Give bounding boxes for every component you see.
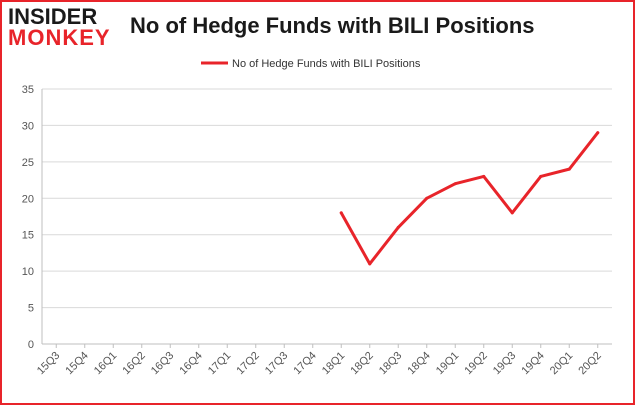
- insider-monkey-logo: INSIDER MONKEY: [8, 6, 120, 54]
- series-group: [339, 131, 600, 266]
- x-tick-label: 19Q4: [519, 350, 547, 378]
- y-tick-label: 35: [22, 84, 34, 96]
- chart-title: No of Hedge Funds with BILI Positions: [130, 13, 535, 38]
- x-tick-label: 17Q2: [234, 350, 262, 378]
- y-tick-label: 20: [22, 193, 34, 205]
- x-tick-label: 15Q3: [35, 350, 63, 378]
- y-tick-label: 5: [28, 303, 34, 315]
- data-point: [539, 174, 543, 178]
- x-tick-label: 17Q1: [206, 350, 234, 378]
- x-tick-label: 15Q4: [63, 350, 91, 378]
- y-tick-label: 15: [22, 230, 34, 242]
- x-tick-label: 19Q3: [491, 350, 519, 378]
- x-tick-label: 18Q2: [348, 350, 376, 378]
- legend: No of Hedge Funds with BILI Positions: [201, 58, 421, 70]
- logo-line-2: MONKEY: [8, 25, 111, 50]
- y-tick-labels: 0 5 10 15 20 25 30 35: [22, 84, 34, 351]
- axes: [41, 89, 612, 348]
- gridlines: [42, 88, 612, 309]
- data-point: [396, 225, 400, 229]
- x-tick-label: 17Q3: [263, 350, 291, 378]
- x-tick-label: 19Q2: [462, 350, 490, 378]
- data-point: [567, 167, 571, 171]
- x-tick-label: 18Q4: [405, 350, 433, 378]
- y-tick-label: 0: [28, 339, 34, 351]
- x-tick-label: 16Q2: [120, 350, 148, 378]
- x-tick-label: 17Q4: [291, 350, 319, 378]
- logo-line-1: INSIDER: [8, 4, 98, 29]
- y-tick-label: 10: [22, 266, 34, 278]
- data-point: [510, 211, 514, 215]
- y-tick-label: 30: [22, 120, 34, 132]
- data-point: [368, 262, 372, 266]
- x-tick-label: 18Q3: [377, 350, 405, 378]
- data-point: [339, 211, 343, 215]
- data-point: [596, 131, 600, 135]
- legend-label: No of Hedge Funds with BILI Positions: [232, 58, 421, 70]
- x-tick-labels: 15Q3 15Q4 16Q1 16Q2 16Q3 16Q4 17Q1 17Q2 17Q3 17Q4…: [35, 350, 604, 378]
- x-tick-label: 16Q4: [177, 350, 205, 378]
- data-point: [425, 196, 429, 200]
- x-tick-label: 20Q2: [576, 350, 604, 378]
- x-tick-label: 20Q1: [548, 350, 576, 378]
- x-tick-label: 16Q1: [92, 350, 120, 378]
- x-tick-label: 19Q1: [434, 350, 462, 378]
- x-tick-label: 16Q3: [149, 350, 177, 378]
- x-tick-label: 18Q1: [320, 350, 348, 378]
- series-line: [339, 131, 600, 266]
- data-point: [453, 182, 457, 186]
- y-tick-label: 25: [22, 157, 34, 169]
- data-point: [482, 174, 486, 178]
